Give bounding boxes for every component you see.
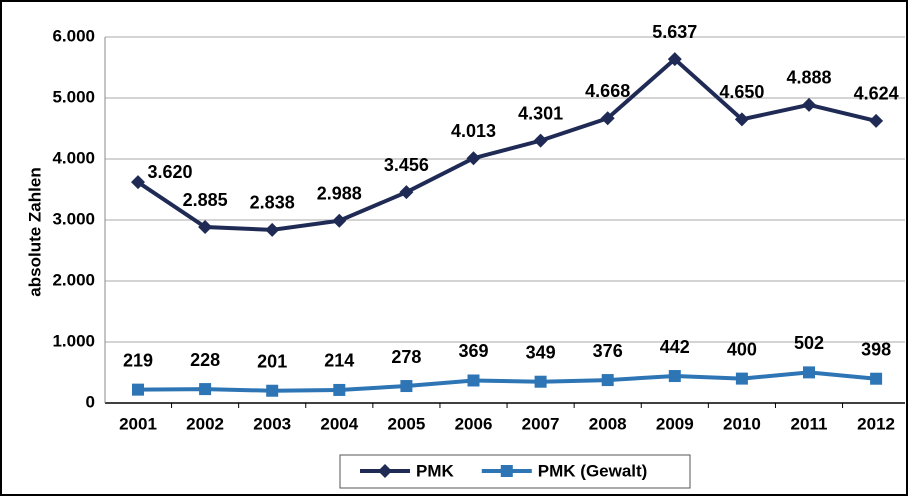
marker xyxy=(600,111,615,126)
series-line xyxy=(136,56,877,232)
marker xyxy=(667,52,682,67)
value-label: 2.838 xyxy=(250,193,295,213)
value-label: 376 xyxy=(593,341,623,361)
value-label: 398 xyxy=(861,339,891,359)
marker xyxy=(378,464,392,478)
value-label: 4.624 xyxy=(854,84,899,104)
y-tick-label: 0 xyxy=(86,392,95,411)
marker xyxy=(400,380,413,393)
value-label: 214 xyxy=(324,351,354,371)
value-label: 228 xyxy=(190,350,220,370)
marker xyxy=(601,374,614,387)
value-label: 2.885 xyxy=(183,190,228,210)
marker xyxy=(467,374,480,387)
x-tick-label: 2002 xyxy=(186,414,224,433)
value-label: 4.888 xyxy=(786,68,831,88)
value-label: 5.637 xyxy=(652,22,697,42)
marker xyxy=(332,213,347,228)
marker xyxy=(265,222,280,237)
y-tick-label: 4.000 xyxy=(52,148,95,167)
value-label: 349 xyxy=(526,342,556,362)
marker xyxy=(399,185,414,200)
marker xyxy=(534,375,547,388)
value-label: 4.650 xyxy=(719,82,764,102)
x-tick-label: 2007 xyxy=(522,414,560,433)
x-tick-label: 2004 xyxy=(320,414,358,433)
value-label: 278 xyxy=(391,347,421,367)
value-label: 3.456 xyxy=(384,155,429,175)
value-label: 4.301 xyxy=(518,103,563,123)
value-label: 502 xyxy=(794,333,824,353)
y-tick-label: 1.000 xyxy=(52,331,95,350)
x-tick-label: 2011 xyxy=(791,414,828,433)
y-tick-label: 2.000 xyxy=(52,270,95,289)
y-tick-label: 5.000 xyxy=(52,87,95,106)
x-tick-label: 2012 xyxy=(857,414,895,433)
value-label: 442 xyxy=(660,337,690,357)
marker xyxy=(466,151,481,166)
x-tick-label: 2005 xyxy=(387,414,425,433)
marker xyxy=(869,113,884,128)
value-label: 4.668 xyxy=(585,81,630,101)
value-label: 3.620 xyxy=(147,162,192,182)
series-line xyxy=(137,370,877,393)
legend-label: PMK (Gewalt) xyxy=(538,461,648,480)
marker xyxy=(668,370,681,383)
y-tick-label: 3.000 xyxy=(52,209,95,228)
x-tick-label: 2006 xyxy=(455,414,493,433)
marker xyxy=(803,366,815,379)
value-label: 4.013 xyxy=(451,121,496,141)
y-tick-label: 6.000 xyxy=(52,26,95,45)
marker xyxy=(266,384,279,397)
marker xyxy=(734,112,749,127)
marker xyxy=(132,383,144,396)
marker xyxy=(500,465,513,477)
x-tick-label: 2009 xyxy=(656,414,694,433)
marker xyxy=(802,97,816,112)
x-tick-label: 2001 xyxy=(119,414,157,433)
marker xyxy=(735,372,748,385)
legend-label: PMK xyxy=(416,461,455,480)
value-label: 369 xyxy=(458,341,488,361)
value-label: 219 xyxy=(123,350,153,370)
marker xyxy=(198,220,213,235)
x-tick-label: 2008 xyxy=(589,414,627,433)
value-label: 201 xyxy=(257,351,287,371)
marker xyxy=(131,175,145,190)
marker xyxy=(333,383,346,396)
x-tick-label: 2010 xyxy=(723,414,761,433)
marker xyxy=(533,133,548,148)
marker xyxy=(199,383,212,396)
y-axis-label: absolute Zahlen xyxy=(25,167,44,296)
x-tick-label: 2003 xyxy=(253,414,291,433)
value-label: 2.988 xyxy=(317,183,362,203)
legend: PMK PMK (Gewalt) xyxy=(339,454,691,489)
value-label: 400 xyxy=(727,339,757,359)
marker xyxy=(870,372,883,385)
